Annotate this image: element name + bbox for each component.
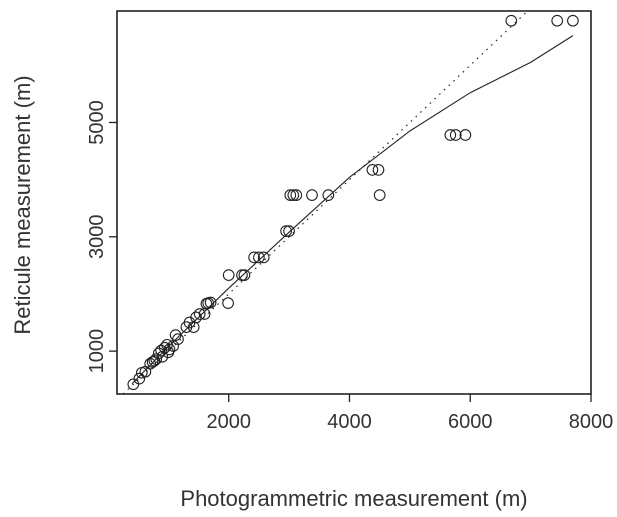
data-point: [505, 14, 518, 27]
data-point: [459, 129, 472, 141]
data-point: [257, 251, 270, 264]
data-point: [172, 333, 184, 345]
x-tick-label: 4000: [327, 411, 372, 433]
data-point: [284, 189, 297, 201]
data-point: [253, 251, 265, 264]
y-tick-label: 1000: [86, 329, 108, 374]
data-point: [156, 350, 169, 363]
data-point: [372, 164, 385, 176]
x-tick-label: 8000: [569, 411, 614, 433]
data-point: [187, 321, 200, 333]
data-point: [139, 365, 152, 378]
data-point: [146, 356, 159, 368]
plot-frame: [116, 10, 592, 395]
data-point: [248, 251, 260, 264]
data-point: [222, 269, 235, 281]
data-point: [150, 353, 163, 365]
y-tick-label: 3000: [86, 215, 108, 260]
reference-line-layer: [122, 10, 529, 395]
data-point: [449, 129, 462, 141]
data-point: [283, 225, 295, 237]
fit-line-layer: [131, 35, 574, 385]
x-axis-ticks: 2000 4000 6000 8000: [206, 394, 613, 433]
data-point: [204, 296, 217, 309]
data-point: [222, 297, 234, 309]
data-point: [280, 225, 292, 237]
data-point: [551, 14, 564, 27]
data-point: [133, 372, 146, 385]
y-axis-label: Reticule measurement (m): [10, 75, 35, 334]
data-points: [127, 14, 579, 391]
data-point: [287, 189, 300, 201]
x-tick-label: 2000: [206, 411, 251, 433]
x-axis-label: Photogrammetric measurement (m): [180, 486, 527, 511]
data-point: [190, 311, 202, 324]
data-point: [238, 269, 251, 281]
data-point: [373, 189, 386, 201]
fit-line: [131, 35, 574, 385]
data-point: [567, 14, 579, 27]
reference-line: [122, 10, 529, 395]
x-tick-label: 6000: [448, 411, 493, 433]
data-point: [290, 189, 303, 201]
data-point: [236, 269, 248, 281]
y-tick-label: 5000: [86, 100, 108, 145]
data-point: [444, 129, 457, 141]
data-point: [163, 343, 176, 356]
data-point: [193, 308, 206, 320]
data-point: [366, 164, 379, 176]
data-point: [306, 189, 318, 201]
y-axis-ticks: 1000 3000 5000: [86, 100, 117, 373]
data-point: [322, 189, 335, 201]
